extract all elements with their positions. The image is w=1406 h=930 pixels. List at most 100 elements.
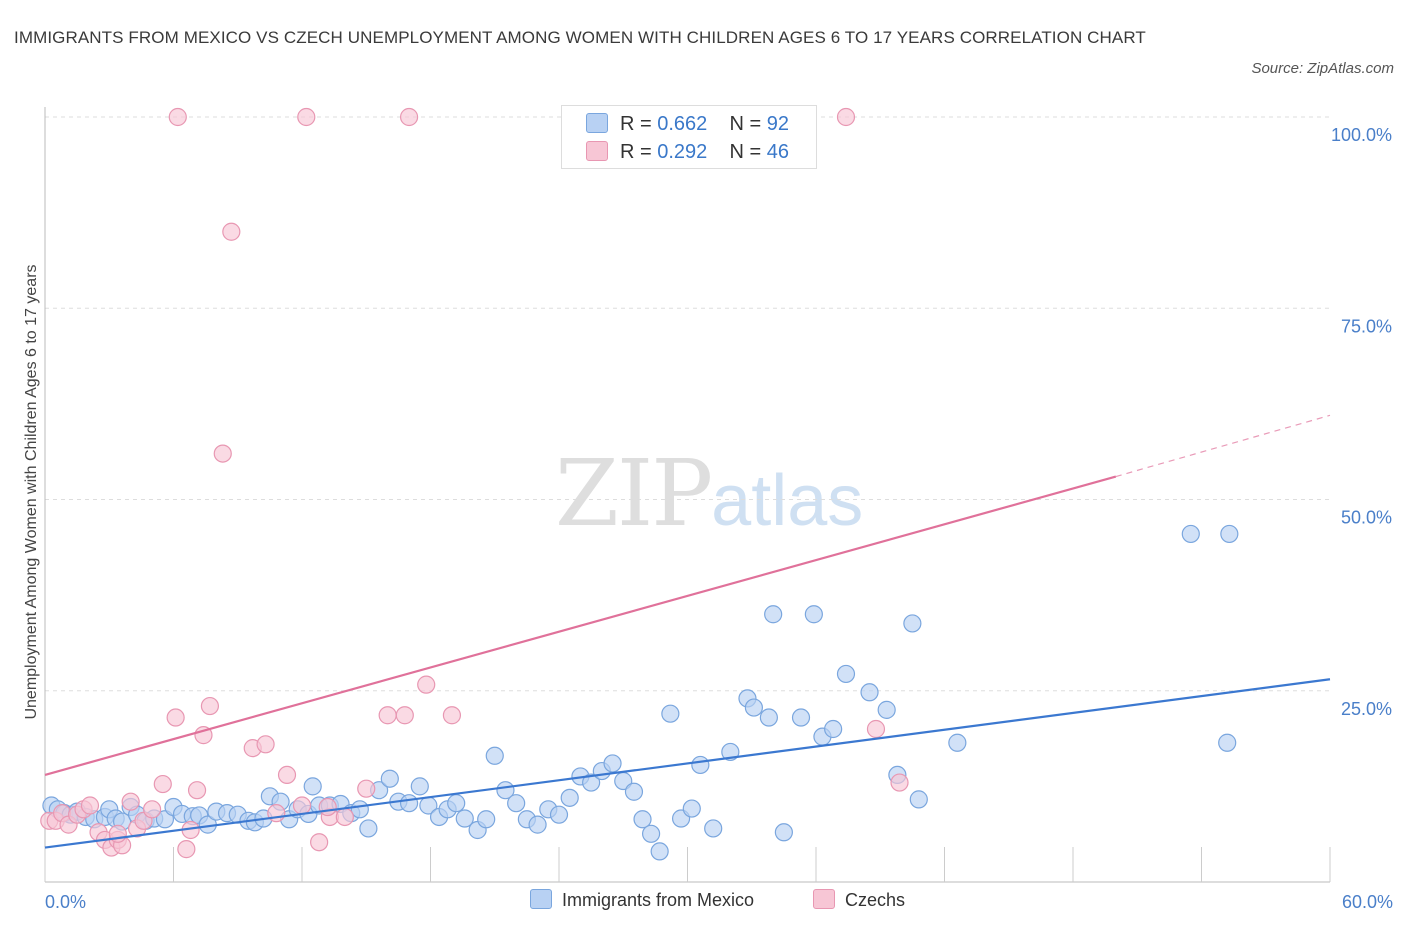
point-mexico-76 — [759, 708, 778, 727]
legend-n-label: N = — [729, 141, 762, 163]
point-mexico-79 — [791, 708, 811, 727]
point-mexico-64 — [624, 782, 644, 801]
point-mexico-92 — [1218, 733, 1237, 752]
point-czechs-37 — [442, 706, 462, 725]
point-czechs-24 — [222, 222, 241, 241]
legend-r-value-czechs: 0.292 — [657, 141, 708, 163]
point-mexico-85 — [877, 700, 896, 719]
point-mexico-42 — [399, 794, 419, 813]
trendline-mexico — [44, 678, 1331, 849]
point-mexico-84 — [860, 683, 879, 702]
legend-r-label: R = — [620, 141, 652, 163]
chart-title: IMMIGRANTS FROM MEXICO VS CZECH UNEMPLOY… — [14, 28, 1146, 47]
point-mexico-80 — [804, 605, 823, 624]
point-mexico-62 — [603, 754, 622, 773]
point-mexico-37 — [350, 800, 369, 819]
point-mexico-48 — [455, 809, 474, 828]
point-mexico-89 — [948, 733, 967, 752]
legend-swatch-czechs — [586, 141, 608, 161]
bottom-legend-mexico: Immigrants from Mexico — [530, 889, 754, 911]
point-czechs-33 — [357, 779, 376, 798]
point-mexico-90 — [1181, 524, 1200, 544]
point-mexico-66 — [641, 824, 661, 843]
point-mexico-71 — [691, 755, 710, 775]
legend-swatch-mexico — [586, 113, 608, 133]
point-mexico-60 — [582, 773, 601, 792]
legend-r-value-mexico: 0.662 — [657, 113, 708, 135]
y-tick-label-100: 100.0% — [1331, 125, 1392, 145]
point-mexico-87 — [903, 614, 922, 633]
legend-n-value-mexico: 92 — [766, 113, 790, 135]
point-czechs-41 — [836, 107, 856, 127]
point-mexico-50 — [477, 810, 496, 829]
point-mexico-55 — [528, 815, 547, 834]
point-czechs-15 — [142, 800, 162, 819]
legend-row-mexico: R = 0.662 N = 92 — [586, 113, 789, 137]
point-czechs-22 — [200, 696, 220, 716]
point-czechs-23 — [213, 444, 232, 463]
watermark-atlas: atlas — [711, 461, 864, 541]
point-czechs-35 — [395, 706, 414, 725]
point-mexico-91 — [1220, 524, 1239, 544]
point-czechs-40 — [399, 107, 419, 127]
watermark: ZIPatlas — [555, 440, 863, 547]
point-mexico-57 — [549, 805, 569, 824]
bottom-legend-swatch-czechs — [813, 889, 835, 909]
point-mexico-40 — [380, 769, 399, 788]
point-czechs-42 — [866, 719, 886, 739]
point-czechs-43 — [890, 773, 909, 792]
point-czechs-12 — [121, 792, 140, 811]
point-czechs-28 — [277, 765, 297, 785]
point-czechs-6 — [80, 796, 100, 815]
bottom-legend-label-mexico: Immigrants from Mexico — [562, 890, 755, 910]
x-tick-label-end: 60.0% — [1342, 892, 1393, 912]
legend-row-czechs: R = 0.292 N = 46 — [586, 141, 789, 165]
point-czechs-39 — [297, 107, 316, 127]
point-mexico-72 — [704, 819, 723, 838]
point-mexico-43 — [410, 777, 429, 796]
point-czechs-26 — [256, 735, 275, 754]
y-tick-label-75: 75.0% — [1341, 316, 1392, 336]
point-mexico-32 — [303, 777, 322, 796]
point-czechs-18 — [177, 840, 196, 859]
point-czechs-29 — [292, 796, 312, 815]
point-mexico-70 — [682, 799, 701, 818]
y-tick-label-25: 25.0% — [1341, 699, 1392, 719]
point-mexico-67 — [650, 842, 669, 861]
point-czechs-36 — [417, 675, 436, 694]
legend-r-label: R = — [620, 113, 652, 135]
point-mexico-83 — [836, 664, 856, 684]
point-mexico-77 — [764, 605, 783, 624]
point-mexico-88 — [909, 790, 928, 809]
bottom-legend-swatch-mexico — [530, 889, 552, 909]
legend-n-label: N = — [729, 113, 762, 135]
point-mexico-75 — [744, 698, 763, 717]
source-label: Source: ZipAtlas.com — [1251, 60, 1394, 77]
point-mexico-58 — [560, 788, 579, 807]
point-mexico-51 — [485, 746, 504, 765]
trendline-extension-czechs — [1115, 414, 1331, 478]
point-mexico-53 — [507, 794, 526, 813]
bottom-legend-label-czechs: Czechs — [845, 890, 906, 910]
point-czechs-32 — [335, 807, 354, 827]
point-mexico-78 — [774, 823, 793, 842]
point-mexico-65 — [633, 810, 652, 829]
legend-box: R = 0.662 N = 92 R = 0.292 N = 46 — [561, 105, 817, 169]
point-czechs-30 — [310, 833, 329, 852]
y-tick-label-50: 50.0% — [1341, 508, 1392, 528]
point-mexico-38 — [359, 819, 378, 838]
point-mexico-82 — [824, 719, 843, 739]
point-czechs-17 — [166, 708, 185, 727]
point-czechs-16 — [153, 774, 172, 794]
x-tick-label-start: 0.0% — [45, 892, 86, 912]
trendline-czechs — [44, 475, 1117, 776]
legend-n-value-czechs: 46 — [766, 141, 790, 163]
point-czechs-44 — [318, 797, 337, 817]
point-mexico-68 — [661, 704, 680, 723]
point-czechs-20 — [187, 781, 207, 800]
point-mexico-47 — [447, 794, 466, 813]
watermark-zip: ZIP — [555, 440, 713, 547]
point-czechs-34 — [378, 706, 397, 725]
point-czechs-38 — [168, 107, 187, 127]
